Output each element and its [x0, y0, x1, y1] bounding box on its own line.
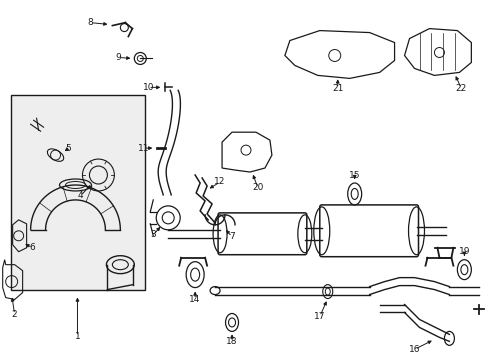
Text: 14: 14	[189, 295, 201, 304]
Text: 5: 5	[65, 144, 71, 153]
Bar	[11, 95, 145, 289]
Text: 12: 12	[214, 177, 225, 186]
Text: 15: 15	[348, 171, 360, 180]
Text: 20: 20	[252, 184, 263, 193]
Text: 18: 18	[226, 337, 237, 346]
Text: 19: 19	[458, 247, 469, 256]
Text: 2: 2	[12, 310, 18, 319]
Text: 8: 8	[87, 18, 93, 27]
Text: 6: 6	[30, 243, 36, 252]
Text: 7: 7	[229, 232, 234, 241]
Text: 17: 17	[313, 312, 325, 321]
Text: 1: 1	[75, 332, 80, 341]
Text: 10: 10	[142, 83, 154, 92]
Text: 22: 22	[455, 84, 466, 93]
Text: 9: 9	[115, 53, 121, 62]
Text: 3: 3	[150, 230, 156, 239]
Text: 4: 4	[78, 192, 83, 201]
Text: 21: 21	[331, 84, 343, 93]
Text: 16: 16	[408, 345, 419, 354]
Text: 11: 11	[137, 144, 149, 153]
